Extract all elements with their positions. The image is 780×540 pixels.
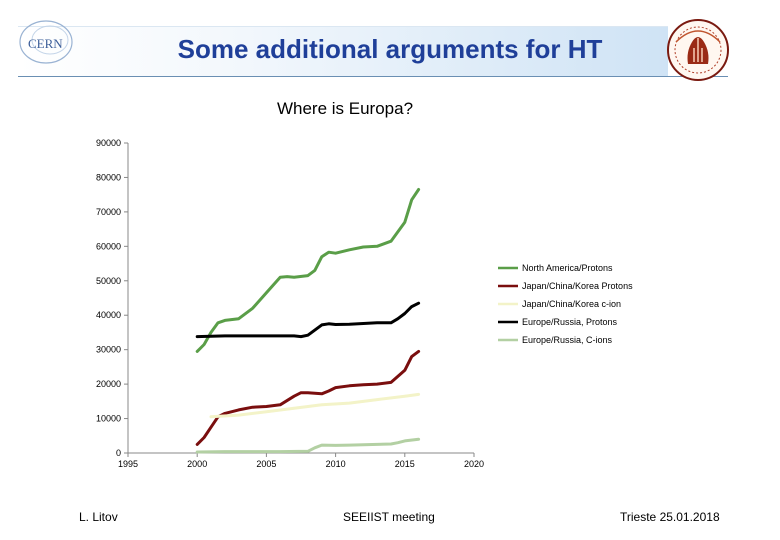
series-line-5 (195, 437, 421, 454)
chart-title: Where is Europa? (276, 99, 414, 118)
cern-logo-text: CERN (28, 36, 63, 51)
footer-place-date: Trieste 25.01.2018 (620, 510, 720, 524)
y-tick-label: 20000 (96, 379, 121, 389)
y-tick-label: 70000 (96, 207, 121, 217)
header-top-rule (18, 26, 668, 27)
university-seal-icon (667, 19, 729, 81)
x-tick-label: 2000 (187, 459, 207, 469)
series-line-1 (195, 188, 421, 353)
x-tick-label: 2005 (256, 459, 276, 469)
y-tick-label: 60000 (96, 241, 121, 251)
legend-label-2: Japan/China/Korea Protons (522, 281, 633, 291)
y-tick-label: 0 (116, 448, 121, 458)
footer-author: L. Litov (79, 510, 118, 524)
series-line-3 (209, 392, 421, 419)
legend-label-3: Japan/China/Korea c-ion (522, 299, 621, 309)
legend-label-1: North America/Protons (522, 263, 613, 273)
series-line-4 (195, 301, 421, 339)
x-tick-label: 2015 (395, 459, 415, 469)
header-band (18, 26, 668, 76)
y-tick-label: 30000 (96, 345, 121, 355)
y-tick-label: 50000 (96, 276, 121, 286)
x-tick-label: 2010 (326, 459, 346, 469)
cern-logo: CERN (19, 20, 73, 64)
x-tick-label: 1995 (118, 459, 138, 469)
legend-label-5: Europe/Russia, C-ions (522, 335, 613, 345)
y-tick-label: 90000 (96, 138, 121, 148)
header-divider (18, 76, 728, 77)
x-tick-label: 2020 (464, 459, 484, 469)
y-tick-label: 10000 (96, 414, 121, 424)
y-tick-label: 80000 (96, 172, 121, 182)
footer-event: SEEIIST meeting (343, 510, 435, 524)
slide-title: Some additional arguments for HT (177, 34, 603, 64)
legend-label-4: Europe/Russia, Protons (522, 317, 618, 327)
y-tick-label: 40000 (96, 310, 121, 320)
